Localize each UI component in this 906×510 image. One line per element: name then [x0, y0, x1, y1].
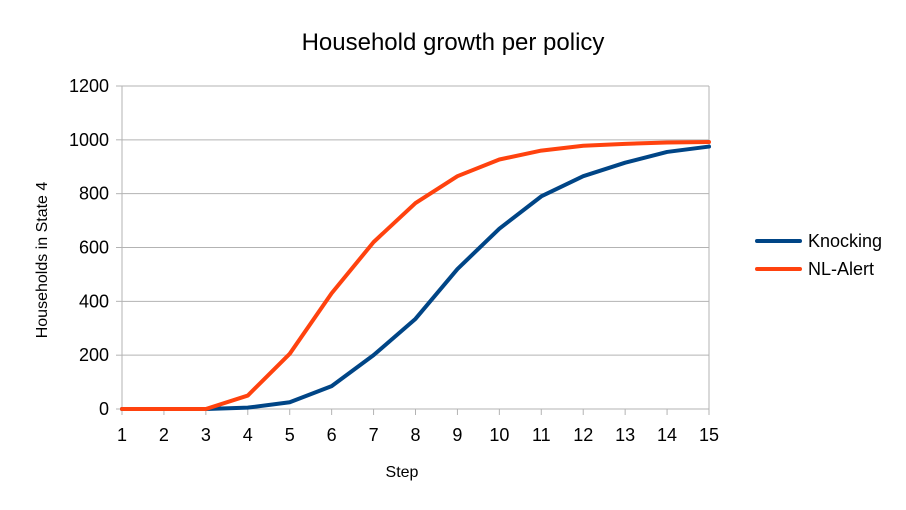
x-tick-label: 1: [117, 425, 127, 445]
x-tick-label: 3: [201, 425, 211, 445]
x-tick-label: 7: [369, 425, 379, 445]
series-line-nl-alert: [120, 139, 711, 411]
x-tick-labels: 1 2 3 4 5 6 7 8 9 10 11 12 13 14 15: [117, 409, 719, 445]
x-tick-label: 4: [243, 425, 253, 445]
x-tick-label: 9: [452, 425, 462, 445]
chart-title: Household growth per policy: [302, 29, 605, 56]
x-tick-label: 5: [285, 425, 295, 445]
series-lines: [120, 139, 711, 411]
y-tick-label: 800: [79, 184, 109, 204]
y-tick-label: 400: [79, 291, 109, 311]
grid-lines: [116, 85, 709, 410]
y-axis-label: Households in State 4: [34, 182, 51, 339]
x-tick-label: 2: [159, 425, 169, 445]
y-tick-labels: 0 200 400 600 800 1000 1200: [69, 76, 109, 419]
x-tick-label: 14: [657, 425, 677, 445]
x-tick-label: 11: [532, 425, 551, 445]
x-tick-label: 13: [615, 425, 635, 445]
x-tick-label: 8: [410, 425, 420, 445]
legend-label: Knocking: [808, 231, 882, 251]
y-tick-label: 1200: [69, 76, 109, 96]
x-tick-label: 15: [699, 425, 719, 445]
x-tick-label: 12: [573, 425, 593, 445]
legend-label: NL-Alert: [808, 259, 874, 279]
x-tick-label: 10: [489, 425, 509, 445]
x-axis-label: Step: [386, 464, 419, 481]
series-line-knocking: [120, 144, 711, 411]
y-tick-label: 1000: [69, 130, 109, 150]
y-tick-label: 200: [79, 345, 109, 365]
legend: Knocking NL-Alert: [755, 231, 882, 279]
y-tick-label: 0: [99, 399, 109, 419]
y-tick-label: 600: [79, 238, 109, 258]
x-tick-label: 6: [327, 425, 337, 445]
